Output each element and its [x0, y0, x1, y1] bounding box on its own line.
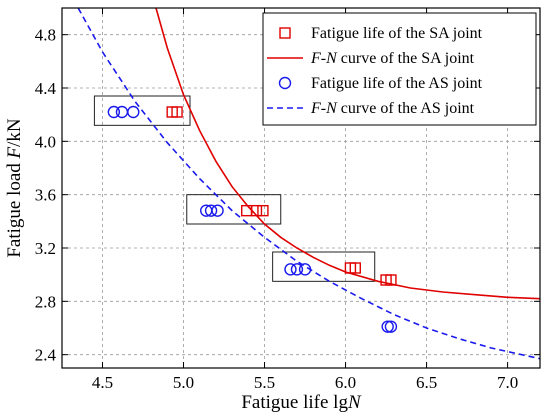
legend-as-curve-dash: -: [321, 100, 326, 117]
legend-sa-curve-f: F: [310, 50, 321, 67]
x-tick-label-2: 5.5: [254, 373, 275, 392]
as-point-5: [211, 204, 224, 217]
y-tick-label-4: 4.0: [35, 132, 56, 151]
legend: Fatigue life of the SA joint F-N curve o…: [262, 12, 537, 126]
legend-swatches: [267, 27, 303, 109]
legend-sa-curve-rest: curve of the SA joint: [337, 50, 475, 67]
legend-entry-sa-points: Fatigue life of the SA joint: [311, 25, 483, 42]
y-axis-label-unit: /kN: [4, 118, 25, 147]
data-markers: [107, 105, 398, 333]
as-point-0: [107, 105, 121, 119]
as-point-1: [115, 105, 129, 119]
as-point-9: [381, 320, 394, 333]
sa-fn-curve: [155, 8, 540, 300]
y-axis-label-italic: F: [4, 146, 25, 159]
y-tick-label-6: 4.8: [35, 26, 56, 45]
group-box-2: [272, 251, 376, 282]
y-tick-label-3: 3.6: [35, 186, 56, 205]
y-tick-label-0: 2.4: [35, 346, 57, 365]
legend-swatch-square: [279, 27, 291, 39]
legend-entry-sa-curve: F-N curve of the SA joint: [310, 50, 475, 67]
x-tick-label-1: 5.0: [173, 373, 194, 392]
legend-sa-curve-n: N: [325, 50, 338, 67]
legend-entry-as-points: Fatigue life of the AS joint: [311, 75, 483, 92]
legend-entry-as-curve: F-N curve of the AS joint: [310, 100, 475, 117]
sa-point-4: [257, 204, 269, 217]
as-point-10: [384, 320, 398, 333]
y-axis-label-main: Fatigue load: [4, 158, 25, 257]
x-axis-label-italic: N: [347, 392, 362, 413]
sa-point-8: [385, 274, 397, 286]
x-axis-label-main: Fatigue life lg: [241, 392, 348, 413]
legend-as-curve-f: F: [310, 100, 321, 117]
as-point-7: [290, 263, 304, 276]
x-axis-label: Fatigue life lgN: [241, 392, 362, 413]
x-tick-label-4: 6.5: [416, 373, 437, 392]
x-tick-label-5: 7.0: [497, 373, 518, 392]
legend-box: [262, 12, 537, 126]
as-point-4: [204, 204, 218, 217]
legend-sa-curve-dash: -: [321, 50, 326, 67]
x-tick-label-0: 4.5: [92, 373, 113, 392]
sa-point-1: [171, 106, 183, 118]
as-point-6: [284, 263, 297, 276]
sa-point-6: [349, 262, 361, 274]
y-axis-label: Fatigue load F/kN: [4, 118, 25, 258]
y-tick-label-5: 4.4: [35, 79, 57, 98]
sa-point-3: [250, 204, 263, 217]
fn-curves: [77, 8, 540, 360]
plot-frame: [61, 7, 541, 369]
group-box-1: [186, 194, 282, 225]
as-point-2: [127, 105, 140, 119]
y-tick-label-2: 3.2: [35, 239, 56, 258]
as-point-8: [298, 263, 312, 276]
y-tick-label-1: 2.8: [35, 292, 56, 311]
legend-as-curve-n: N: [325, 100, 338, 117]
axis-ticks: 4.5 5.0 5.5 6.0 6.5 7.0 2.4 2.8 3.2 3.6 4.0 4.4 4.8: [35, 8, 540, 392]
x-tick-label-3: 6.0: [335, 373, 356, 392]
sa-point-2: [241, 204, 253, 217]
legend-swatch-circle: [278, 76, 292, 90]
legend-as-curve-rest: curve of the AS joint: [337, 100, 475, 117]
